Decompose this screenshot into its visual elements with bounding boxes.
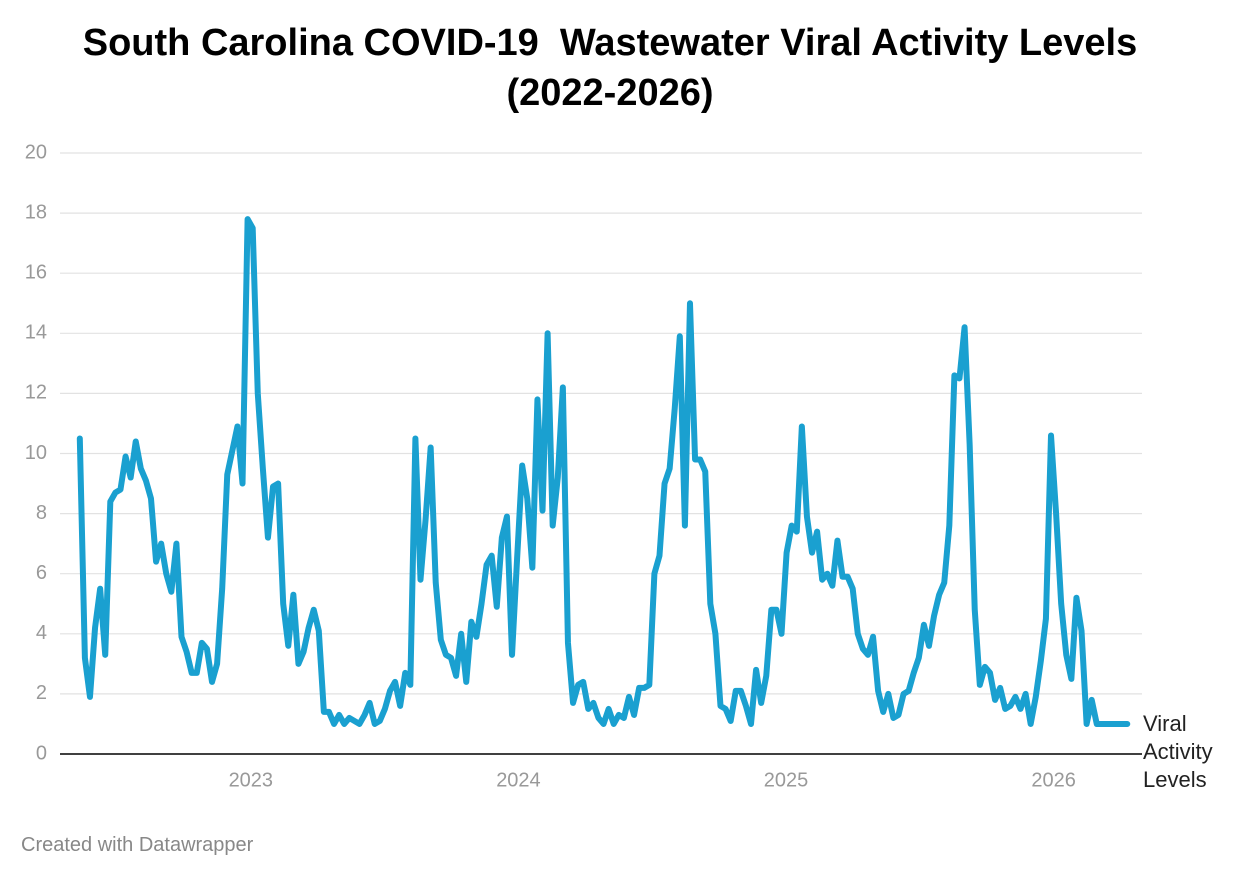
y-tick-label: 8 — [36, 502, 47, 524]
series-label: Viral Activity Levels — [1143, 711, 1213, 792]
x-tick-label: 2025 — [764, 769, 809, 791]
y-tick-label: 12 — [25, 382, 47, 404]
y-tick-label: 10 — [25, 442, 47, 464]
y-tick-label: 0 — [36, 742, 47, 764]
y-tick-label: 18 — [25, 201, 47, 223]
chart-title: South Carolina COVID-19 Wastewater Viral… — [10, 18, 1210, 118]
y-tick-label: 6 — [36, 562, 47, 584]
y-tick-label: 16 — [25, 261, 47, 283]
series-line — [76, 216, 1131, 727]
y-tick-label: 2 — [36, 682, 47, 704]
y-tick-label: 14 — [25, 322, 47, 344]
x-tick-label: 2023 — [229, 769, 274, 791]
y-tick-label: 20 — [25, 141, 47, 163]
x-tick-label: 2024 — [496, 769, 541, 791]
footer: Created with Datawrapper — [21, 834, 254, 856]
chart-title-text: South Carolina COVID-19 Wastewater Viral… — [82, 22, 1148, 114]
y-tick-label: 4 — [36, 622, 47, 644]
x-tick-label: 2026 — [1031, 769, 1076, 791]
